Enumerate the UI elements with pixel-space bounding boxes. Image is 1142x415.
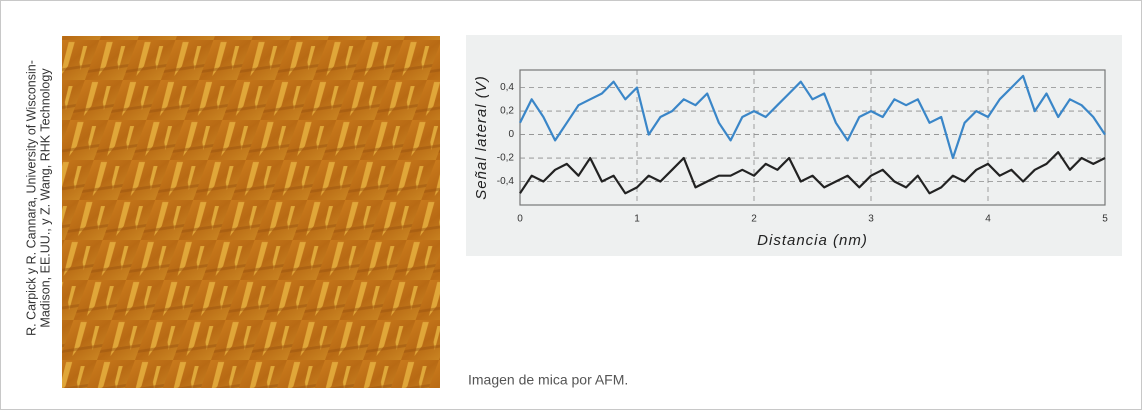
x-tick-label: 4 [985, 214, 991, 225]
credit-line: R. Carpick y R. Cannara, University of W… [24, 60, 38, 336]
afm-image [62, 36, 440, 388]
x-tick-label: 3 [868, 214, 874, 225]
y-tick-label: -0,2 [497, 153, 515, 164]
y-tick-label: 0,4 [500, 82, 514, 93]
credit-line: Madison, EE.UU., y Z. Wang, RHK Technolo… [38, 68, 52, 328]
y-tick-label: -0,4 [497, 176, 515, 187]
page: R. Carpick y R. Cannara, University of W… [0, 0, 1142, 410]
x-tick-label: 2 [751, 214, 757, 225]
x-tick-label: 0 [517, 214, 523, 225]
x-axis-label: Distancia (nm) [757, 232, 868, 249]
y-tick-label: 0,2 [500, 106, 514, 117]
caption: Imagen de mica por AFM. [468, 372, 628, 388]
x-tick-label: 1 [634, 214, 640, 225]
chart-panel [466, 35, 1122, 256]
credit: R. Carpick y R. Cannara, University of W… [24, 60, 52, 336]
x-tick-label: 5 [1102, 214, 1108, 225]
y-tick-label: 0 [508, 129, 514, 140]
y-axis-label: Señal lateral (V) [473, 75, 490, 200]
